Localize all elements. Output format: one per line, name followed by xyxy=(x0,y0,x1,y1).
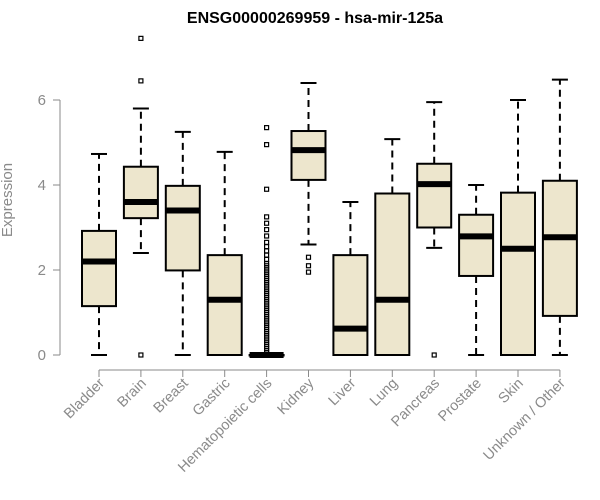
outlier-point xyxy=(264,248,270,254)
box xyxy=(500,191,536,356)
y-axis: 0 2 4 6 xyxy=(38,92,61,364)
box xyxy=(332,254,369,356)
y-tick-label: 2 xyxy=(38,262,46,279)
box xyxy=(458,213,495,277)
box-group-brain xyxy=(122,35,159,358)
x-tick-label: Liver xyxy=(326,375,360,409)
y-tick-label: 4 xyxy=(38,177,46,194)
outlier-point xyxy=(264,214,270,220)
box-group-pancreas xyxy=(416,101,453,358)
box-group-prostate xyxy=(458,184,495,356)
box-group-bladder xyxy=(81,152,117,356)
outlier-point xyxy=(264,186,270,192)
outlier-point xyxy=(264,233,270,239)
boxes-layer xyxy=(81,35,578,358)
box xyxy=(122,165,159,220)
box-group-skin xyxy=(500,99,536,356)
box xyxy=(374,192,411,356)
outlier-point xyxy=(264,227,270,233)
x-tick-label: Kidney xyxy=(275,375,318,418)
outlier-point xyxy=(264,244,270,250)
box xyxy=(81,229,117,308)
outlier-point xyxy=(264,220,270,226)
outlier-point xyxy=(138,78,144,84)
box xyxy=(290,130,327,181)
box xyxy=(164,184,201,272)
x-tick-label: Lung xyxy=(367,376,401,410)
box xyxy=(206,254,243,356)
box xyxy=(541,179,578,317)
outlier-point xyxy=(431,352,437,358)
outlier-point xyxy=(264,142,270,148)
y-axis-label: Expression xyxy=(0,163,16,237)
x-tick-label: Skin xyxy=(496,376,527,407)
box-group-gastric xyxy=(206,150,243,356)
outlier-point xyxy=(138,35,144,41)
outlier-point xyxy=(264,256,270,262)
box-group-liver xyxy=(332,201,369,356)
outlier-point xyxy=(305,269,312,275)
x-tick-label: Bladder xyxy=(61,375,108,422)
box-group-kidney xyxy=(290,82,327,275)
box-group-breast xyxy=(164,130,201,356)
y-tick-label: 0 xyxy=(38,347,46,364)
outlier-point xyxy=(138,352,144,358)
box-group-hematopoietic-cells xyxy=(248,125,285,358)
y-tick-label: 6 xyxy=(38,92,46,109)
x-tick-label: Prostate xyxy=(435,376,484,425)
box-group-lung xyxy=(374,138,411,356)
outlier-point xyxy=(305,263,312,269)
x-tick-label: Breast xyxy=(151,376,192,417)
x-tick-label: Brain xyxy=(114,376,149,411)
outlier-point xyxy=(264,252,270,258)
outlier-point xyxy=(264,239,270,245)
box xyxy=(416,162,453,229)
outlier-point xyxy=(264,125,270,131)
box-group-unknown-other xyxy=(541,78,578,356)
chart-title: ENSG00000269959 - hsa-mir-125a xyxy=(187,10,443,27)
outlier-point xyxy=(305,254,312,260)
